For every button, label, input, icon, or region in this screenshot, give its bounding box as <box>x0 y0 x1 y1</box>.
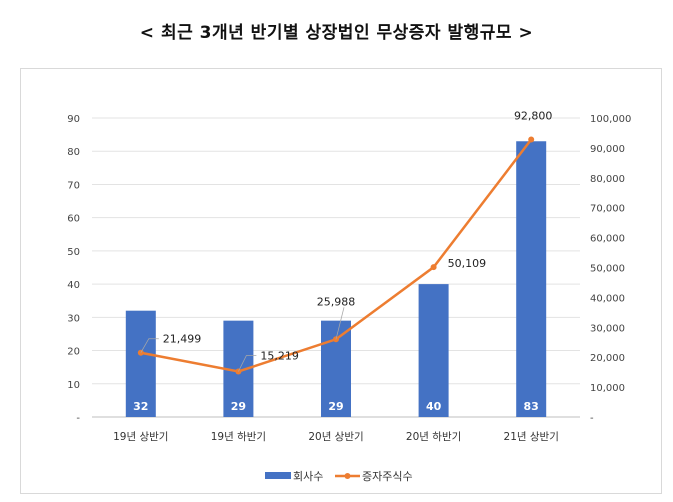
left-axis-tick: 20 <box>67 347 80 358</box>
right-axis-tick: 100,000 <box>590 114 631 125</box>
left-axis-tick: 80 <box>67 147 80 158</box>
legend-bar-swatch <box>265 472 291 479</box>
legend-line-label: 증자주식수 <box>362 470 413 483</box>
line-data-label: 15,219 <box>260 349 299 362</box>
x-axis-tick: 21년 상반기 <box>504 431 559 443</box>
left-axis-tick: 70 <box>67 180 80 191</box>
left-axis-tick: 40 <box>67 280 80 291</box>
bar-data-label: 83 <box>524 400 539 413</box>
leader-line <box>238 355 257 372</box>
right-axis-tick: 40,000 <box>590 293 625 304</box>
right-axis-tick: 50,000 <box>590 264 625 275</box>
x-axis-tick: 20년 상반기 <box>308 431 363 443</box>
right-axis-tick: 60,000 <box>590 234 625 245</box>
leader-line <box>335 307 345 340</box>
chart-frame <box>20 68 662 494</box>
right-axis-tick: 20,000 <box>590 353 625 364</box>
line-point <box>528 136 535 143</box>
right-axis-tick: 80,000 <box>590 174 625 185</box>
line-data-label: 50,109 <box>448 257 487 270</box>
right-axis-tick: 90,000 <box>590 144 625 155</box>
left-axis-tick: - <box>76 413 80 424</box>
legend-bar-label: 회사수 <box>293 470 323 483</box>
bar-data-label: 29 <box>328 400 343 413</box>
bar <box>125 310 156 417</box>
line-data-label: 21,499 <box>163 333 202 346</box>
bar-data-label: 29 <box>231 400 246 413</box>
left-axis-tick: 30 <box>67 313 80 324</box>
left-axis-tick: 60 <box>67 214 80 225</box>
line-point <box>430 264 437 271</box>
x-axis-tick: 19년 하반기 <box>211 430 266 443</box>
left-axis-tick: 10 <box>67 380 80 391</box>
x-axis-tick: 19년 상반기 <box>113 431 168 443</box>
chart-title: < 최근 3개년 반기별 상장법인 무상증자 발행규모 > <box>139 23 534 43</box>
bar-data-label: 40 <box>426 400 442 413</box>
leader-line <box>140 338 159 353</box>
line-data-label: 25,988 <box>317 295 356 308</box>
bar <box>516 141 547 417</box>
x-axis-tick: 20년 하반기 <box>406 430 461 443</box>
right-axis-tick: 30,000 <box>590 323 625 334</box>
right-axis-tick: - <box>590 413 594 424</box>
left-axis-tick: 90 <box>67 114 80 125</box>
right-axis-tick: 70,000 <box>590 204 625 215</box>
right-axis-tick: 10,000 <box>590 383 625 394</box>
left-axis-tick: 50 <box>67 247 80 258</box>
line-data-label: 92,800 <box>514 110 553 123</box>
legend-line-marker <box>344 473 351 479</box>
bar <box>418 284 449 417</box>
bar-data-label: 32 <box>133 400 148 413</box>
